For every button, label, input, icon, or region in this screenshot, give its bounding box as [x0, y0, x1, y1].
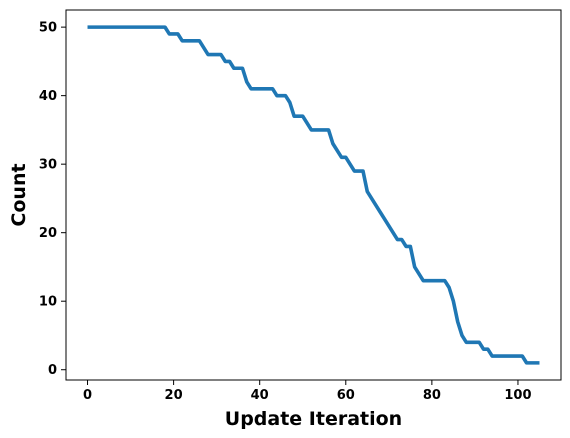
- y-axis-label: Count: [8, 163, 30, 226]
- x-tick-label: 20: [165, 388, 183, 403]
- x-axis-label: Update Iteration: [225, 408, 402, 430]
- y-tick-label: 20: [39, 226, 57, 241]
- y-axis-ticks: 0 10 20 30 40 50: [39, 21, 66, 378]
- x-tick-label: 100: [504, 388, 531, 403]
- y-tick-label: 40: [39, 89, 57, 104]
- y-tick-label: 0: [48, 363, 57, 378]
- axes-frame: [65, 9, 562, 381]
- x-tick-label: 40: [251, 388, 269, 403]
- y-tick-label: 50: [39, 21, 57, 36]
- series-line-0: [87, 25, 540, 365]
- y-tick-label: 30: [39, 158, 57, 173]
- series-layer: [87, 25, 540, 365]
- x-axis-ticks: 0 20 40 60 80 100: [83, 380, 532, 403]
- y-tick-label: 10: [39, 295, 57, 310]
- x-tick-label: 60: [337, 388, 355, 403]
- x-tick-label: 80: [423, 388, 441, 403]
- plot-area: [65, 9, 562, 381]
- x-tick-label: 0: [83, 388, 92, 403]
